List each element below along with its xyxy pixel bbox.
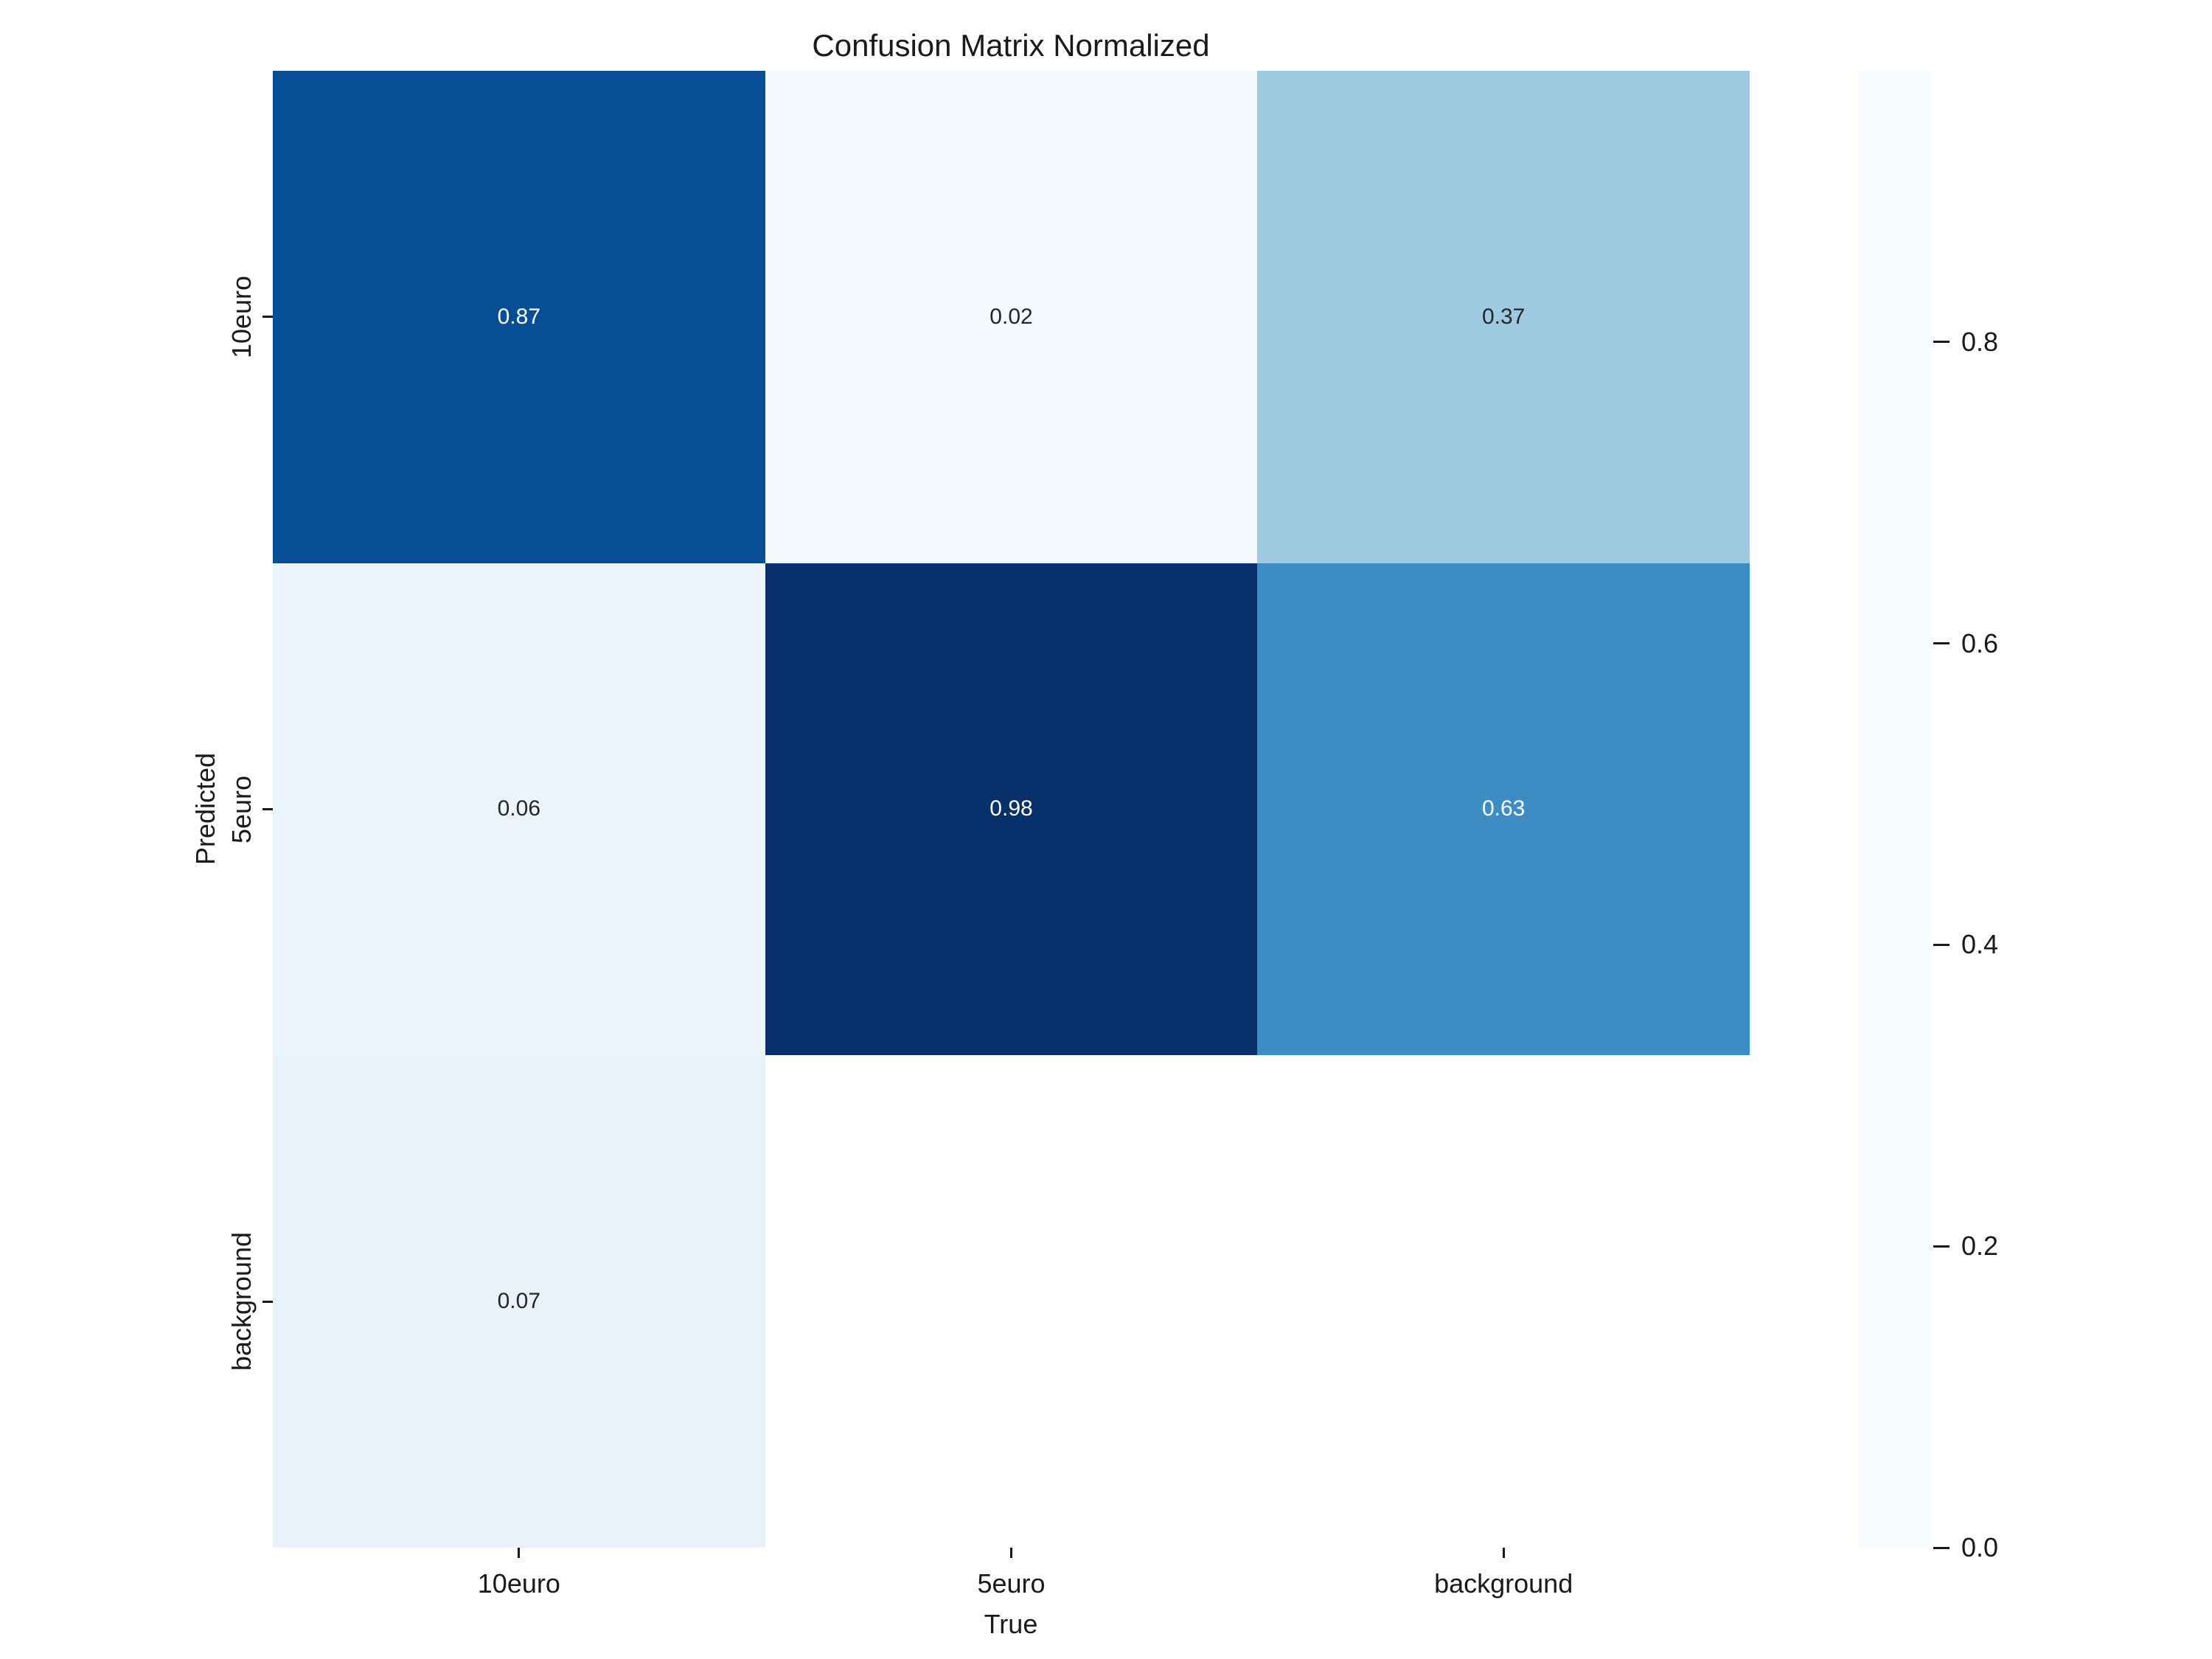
heatmap-cell: [1257, 1055, 1750, 1548]
colorbar-tick-label: 0.6: [1961, 627, 1999, 658]
cell-value: 0.02: [990, 304, 1033, 329]
heatmap-cell: 0.63: [1257, 563, 1750, 1056]
x-axis-tick: [1010, 1548, 1012, 1558]
heatmap-cell: 0.06: [273, 563, 765, 1056]
x-tick-label: background: [1434, 1568, 1573, 1599]
y-axis-label: Predicted: [190, 752, 220, 866]
colorbar-tick: [1933, 943, 1950, 946]
heatmap-cell: 0.98: [765, 563, 1258, 1056]
heatmap-cell: [765, 1055, 1258, 1548]
x-axis-label: True: [984, 1609, 1038, 1639]
y-axis-tick: [262, 316, 273, 319]
colorbar-tick-label: 0.8: [1961, 326, 1999, 357]
x-axis-tick: [1502, 1548, 1505, 1558]
heatmap-cell: 0.07: [273, 1055, 765, 1548]
heatmap-cell: 0.37: [1257, 71, 1750, 563]
x-tick-label: 5euro: [977, 1568, 1046, 1599]
cell-value: 0.37: [1481, 304, 1526, 329]
heatmap-grid: 0.87 0.02 0.37 0.06 0.98 0.63 0.07: [273, 71, 1750, 1548]
heatmap-cell: 0.02: [765, 71, 1258, 563]
colorbar-tick: [1933, 341, 1950, 344]
y-tick-label: background: [226, 1232, 257, 1371]
colorbar-tick: [1933, 1245, 1950, 1248]
colorbar-tick: [1933, 642, 1950, 645]
y-tick-label: 5euro: [226, 775, 257, 844]
colorbar-tick-label: 0.2: [1961, 1231, 1999, 1262]
y-axis-tick: [262, 808, 273, 810]
x-axis-tick: [518, 1548, 521, 1558]
colorbar: [1858, 71, 1932, 1548]
heatmap-cell: 0.87: [273, 71, 765, 563]
colorbar-tick-label: 0.0: [1961, 1532, 1999, 1562]
y-tick-label: 10euro: [226, 275, 257, 358]
cell-value: 0.98: [990, 796, 1033, 821]
cell-value: 0.07: [497, 1289, 541, 1314]
colorbar-tick: [1933, 1546, 1950, 1549]
chart-title: Confusion Matrix Normalized: [812, 28, 1210, 63]
cell-value: 0.87: [497, 304, 541, 329]
y-axis-tick: [262, 1300, 273, 1303]
colorbar-tick-label: 0.4: [1961, 929, 1999, 960]
x-tick-label: 10euro: [477, 1568, 560, 1599]
cell-value: 0.63: [1481, 796, 1526, 821]
cell-value: 0.06: [497, 796, 541, 821]
